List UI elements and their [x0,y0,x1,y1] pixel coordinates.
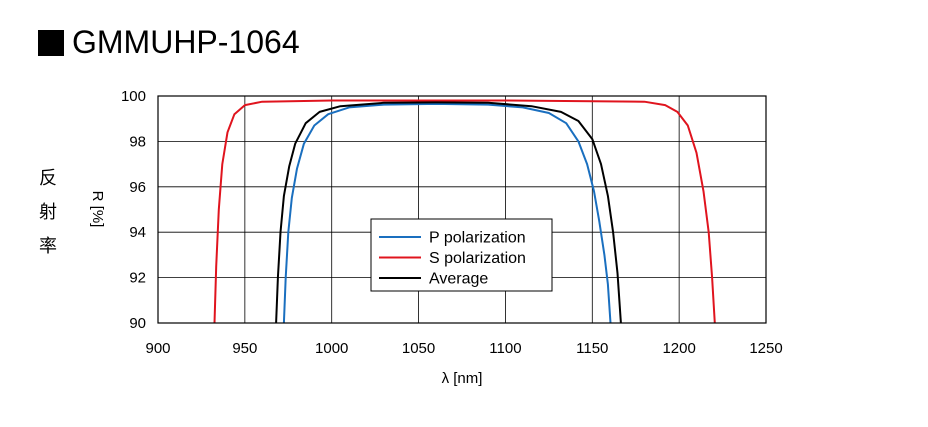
x-tick-label: 1150 [576,340,608,357]
y-tick-label: 96 [129,179,146,196]
ylabel-jp-char: 率 [39,236,57,257]
x-tick-label: 1100 [489,340,521,357]
series-line [275,101,622,324]
series-line [213,99,716,324]
legend-label: S polarization [429,250,526,267]
x-axis-label: λ [nm] [442,370,483,387]
y-tick-labels: 90 92 94 96 98 100 [121,88,146,332]
legend: P polarization S polarization Average [370,218,553,292]
ylabel-jp-char: 射 [39,202,57,223]
y-tick-label: 100 [121,88,146,105]
y-tick-label: 90 [129,315,146,332]
x-tick-label: 1250 [749,340,782,357]
legend-label: Average [429,271,488,288]
x-tick-label: 900 [145,340,170,357]
x-tick-label: 1000 [315,340,348,357]
x-tick-label: 950 [232,340,257,357]
x-tick-label: 1200 [662,340,695,357]
title-text: GMMUHP-1064 [72,24,300,60]
title-square-icon [38,29,64,56]
plot-frame [157,95,767,324]
y-tick-label: 94 [129,224,146,241]
y-tick-label: 92 [129,270,146,287]
x-tick-label: 1050 [402,340,435,357]
legend-label: P polarization [429,230,526,247]
page-title: GMMUHP-1064 [38,24,300,61]
x-tick-labels: 900 950 1000 1050 1100 1150 1200 1250 [145,340,782,357]
y-axis-label-japanese: 反 射 率 [36,162,60,264]
y-axis-label: R [%] [89,191,106,228]
series-line [282,102,612,324]
ylabel-jp-char: 反 [39,168,57,189]
y-tick-label: 98 [129,133,146,150]
series-lines [213,99,716,324]
